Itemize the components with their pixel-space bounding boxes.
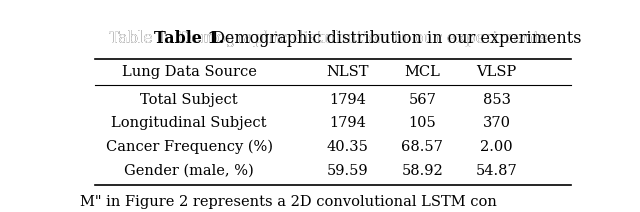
Text: 59.59: 59.59 <box>327 164 369 178</box>
Text: 853: 853 <box>483 93 511 107</box>
Text: 58.92: 58.92 <box>401 164 443 178</box>
Text: M" in Figure 2 represents a 2D convolutional LSTM con: M" in Figure 2 represents a 2D convoluti… <box>80 195 497 209</box>
Text: 370: 370 <box>483 116 511 130</box>
Text: Table 1. Demographic distribution in our experiments: Table 1. Demographic distribution in our… <box>109 30 547 47</box>
Text: 567: 567 <box>408 93 436 107</box>
Text: Longitudinal Subject: Longitudinal Subject <box>111 116 267 130</box>
Text: MCL: MCL <box>404 65 440 79</box>
Text: 1794: 1794 <box>330 116 366 130</box>
Text: VLSP: VLSP <box>477 65 516 79</box>
Text: Total Subject: Total Subject <box>140 93 238 107</box>
Text: Table 1. Demographic distribution in our experiments: Table 1. Demographic distribution in our… <box>109 30 547 47</box>
Text: Lung Data Source: Lung Data Source <box>122 65 257 79</box>
Text: 2.00: 2.00 <box>481 140 513 154</box>
Text: 54.87: 54.87 <box>476 164 518 178</box>
Text: Table 1.: Table 1. <box>154 30 224 47</box>
Text: 1794: 1794 <box>330 93 366 107</box>
Text: Gender (male, %): Gender (male, %) <box>124 164 254 178</box>
Text: Demographic distribution in our experiments: Demographic distribution in our experime… <box>207 30 582 47</box>
Text: 68.57: 68.57 <box>401 140 443 154</box>
Text: 40.35: 40.35 <box>327 140 369 154</box>
Text: 105: 105 <box>408 116 436 130</box>
Text: Cancer Frequency (%): Cancer Frequency (%) <box>106 140 273 154</box>
Text: NLST: NLST <box>326 65 369 79</box>
